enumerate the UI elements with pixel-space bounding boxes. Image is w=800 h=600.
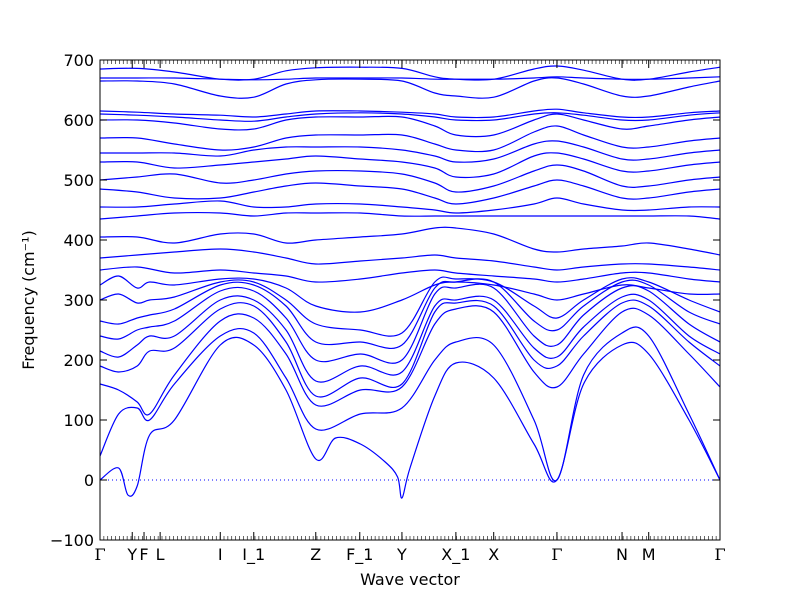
band-line-10 [99, 266, 721, 283]
band-lines [99, 65, 721, 499]
band-line-16 [99, 164, 721, 193]
x-tick-label: Γ [94, 545, 105, 564]
band-line-13 [99, 212, 721, 220]
y-tick-label: 400 [63, 231, 94, 250]
y-axis-label: Frequency (cm⁻¹) [19, 230, 38, 369]
band-line-17 [99, 152, 721, 179]
band-line-22 [99, 108, 721, 119]
x-tick-label: M [642, 545, 656, 564]
y-tick-label: 0 [84, 471, 94, 490]
y-tick-label: 200 [63, 351, 94, 370]
y-tick-label: −100 [50, 531, 94, 550]
band-line-15 [99, 179, 721, 205]
x-tick-label: Γ [714, 545, 725, 564]
x-tick-label: X_1 [441, 545, 470, 565]
band-line-1 [99, 336, 721, 499]
y-tick-label: 500 [63, 171, 94, 190]
band-line-20 [99, 113, 721, 138]
y-axis: −100 0 100 200 300 400 500 600 700 [50, 51, 720, 550]
band-line-25 [99, 65, 721, 81]
band-line-21 [99, 112, 721, 122]
y-tick-label: 700 [63, 51, 94, 70]
x-tick-label: N [616, 545, 628, 564]
band-line-19 [99, 125, 721, 153]
x-tick-label: F_1 [346, 545, 373, 565]
x-tick-label: X [488, 545, 499, 564]
x-tick-label: Z [310, 545, 321, 564]
band-line-9 [99, 275, 721, 313]
y-tick-label: 600 [63, 111, 94, 130]
band-line-4 [99, 299, 721, 398]
x-axis: Γ Y F L I I_1 Z F_1 Y X_1 X Γ N M Γ [94, 60, 726, 565]
x-tick-label: F [139, 545, 148, 564]
band-line-7 [99, 278, 721, 349]
band-line-6 [99, 283, 721, 364]
x-tick-label: Y [396, 545, 407, 564]
x-tick-label: I_1 [242, 545, 265, 565]
x-axis-label: Wave vector [360, 570, 460, 589]
band-line-14 [99, 197, 721, 214]
band-line-18 [100, 140, 721, 163]
band-line-12 [99, 226, 721, 256]
y-tick-label: 300 [63, 291, 94, 310]
x-tick-label: Y [126, 545, 137, 564]
band-line-3 [99, 305, 721, 416]
band-line-5 [99, 293, 721, 383]
x-tick-label: I [218, 545, 223, 564]
band-line-11 [99, 248, 721, 271]
y-tick-label: 100 [63, 411, 94, 430]
x-tick-label: L [156, 545, 165, 564]
band-line-8 [99, 276, 721, 337]
band-line-23 [99, 77, 721, 99]
x-tick-label: Γ [551, 545, 562, 564]
band-line-2 [99, 326, 721, 482]
